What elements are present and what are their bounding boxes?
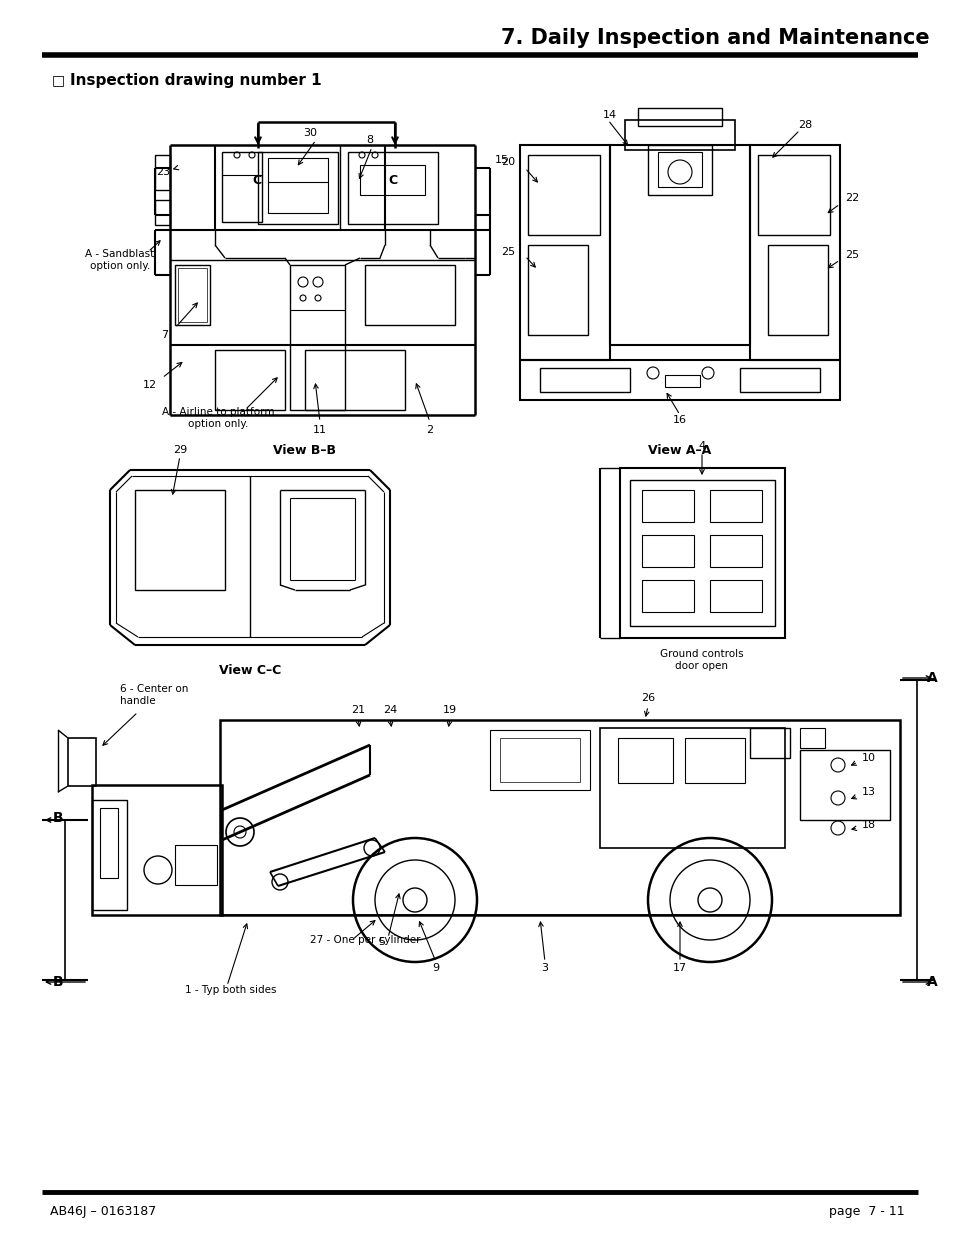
Text: 10: 10: [862, 753, 875, 763]
Text: 1 - Typ both sides: 1 - Typ both sides: [185, 986, 276, 995]
Text: 19: 19: [442, 705, 456, 715]
Text: 24: 24: [382, 705, 396, 715]
Text: 20: 20: [500, 157, 515, 167]
Text: A: A: [925, 974, 937, 989]
Text: 18: 18: [862, 820, 875, 830]
Text: View C–C: View C–C: [218, 663, 281, 677]
Bar: [709, 535, 761, 567]
Text: 14: 14: [602, 110, 617, 120]
Bar: [618, 739, 672, 783]
Bar: [800, 750, 889, 820]
Text: 25: 25: [500, 247, 515, 257]
Bar: [214, 350, 285, 410]
Bar: [664, 375, 700, 387]
Text: C: C: [388, 173, 397, 186]
Text: 21: 21: [351, 705, 365, 715]
Bar: [749, 144, 840, 359]
Bar: [641, 535, 693, 567]
Text: B: B: [52, 974, 63, 989]
Text: 23: 23: [155, 167, 170, 177]
Bar: [599, 727, 784, 848]
Bar: [624, 120, 734, 149]
Bar: [222, 152, 262, 222]
Text: Inspection drawing number 1: Inspection drawing number 1: [70, 73, 321, 88]
Text: AB46J – 0163187: AB46J – 0163187: [50, 1205, 156, 1219]
Bar: [135, 490, 225, 590]
Bar: [619, 468, 784, 638]
Text: 15: 15: [495, 156, 509, 165]
Text: 25: 25: [844, 249, 859, 261]
Text: 17: 17: [672, 963, 686, 973]
Bar: [519, 359, 840, 400]
Bar: [740, 368, 820, 391]
Text: □: □: [52, 73, 65, 86]
Bar: [91, 785, 222, 915]
Bar: [641, 490, 693, 522]
Bar: [800, 727, 824, 748]
Bar: [638, 107, 721, 126]
Bar: [709, 490, 761, 522]
Bar: [305, 350, 405, 410]
Bar: [68, 739, 96, 785]
Text: 27 - One per cylinder: 27 - One per cylinder: [310, 935, 420, 945]
Bar: [684, 739, 744, 783]
Bar: [519, 144, 609, 359]
Text: 30: 30: [303, 128, 316, 138]
Bar: [154, 200, 170, 225]
Text: C: C: [253, 173, 261, 186]
Text: 29: 29: [172, 445, 187, 454]
Bar: [647, 144, 711, 195]
Bar: [629, 480, 774, 626]
Bar: [499, 739, 579, 782]
Bar: [220, 720, 899, 915]
Text: 4: 4: [698, 441, 705, 451]
Text: 9: 9: [432, 963, 439, 973]
Text: 22: 22: [844, 193, 859, 203]
Bar: [154, 156, 170, 190]
Text: B: B: [52, 811, 63, 825]
Text: 11: 11: [313, 425, 327, 435]
Bar: [290, 266, 345, 410]
Bar: [758, 156, 829, 235]
Text: 12: 12: [143, 380, 157, 390]
Text: 13: 13: [862, 787, 875, 797]
Bar: [527, 156, 599, 235]
Text: A: A: [925, 671, 937, 685]
Bar: [174, 266, 210, 325]
Bar: [268, 158, 328, 212]
Bar: [767, 245, 827, 335]
Bar: [539, 368, 629, 391]
Text: 2: 2: [426, 425, 433, 435]
Bar: [490, 730, 589, 790]
Bar: [658, 152, 701, 186]
Text: View B–B: View B–B: [274, 443, 336, 457]
Text: Ground controls
door open: Ground controls door open: [659, 650, 743, 671]
Bar: [178, 268, 207, 322]
Text: 16: 16: [672, 415, 686, 425]
Bar: [641, 580, 693, 613]
Bar: [91, 800, 127, 910]
Text: 28: 28: [797, 120, 811, 130]
Bar: [365, 266, 455, 325]
Bar: [709, 580, 761, 613]
Bar: [257, 152, 337, 224]
Bar: [100, 808, 118, 878]
Bar: [609, 144, 749, 345]
Text: page  7 - 11: page 7 - 11: [828, 1205, 904, 1219]
Bar: [527, 245, 587, 335]
Text: A - Sandblast
option only.: A - Sandblast option only.: [85, 249, 154, 270]
Text: 7: 7: [161, 330, 169, 340]
Bar: [174, 845, 216, 885]
Text: View A–A: View A–A: [648, 443, 711, 457]
Text: 8: 8: [366, 135, 374, 144]
Text: 3: 3: [541, 963, 548, 973]
Text: 7. Daily Inspection and Maintenance: 7. Daily Inspection and Maintenance: [501, 28, 929, 48]
Bar: [348, 152, 437, 224]
Text: 5: 5: [378, 937, 385, 947]
Bar: [749, 727, 789, 758]
Text: 26: 26: [640, 693, 655, 703]
Text: 6 - Center on
handle: 6 - Center on handle: [120, 684, 188, 705]
Bar: [359, 165, 424, 195]
Text: A - Airline to platform
option only.: A - Airline to platform option only.: [162, 408, 274, 429]
